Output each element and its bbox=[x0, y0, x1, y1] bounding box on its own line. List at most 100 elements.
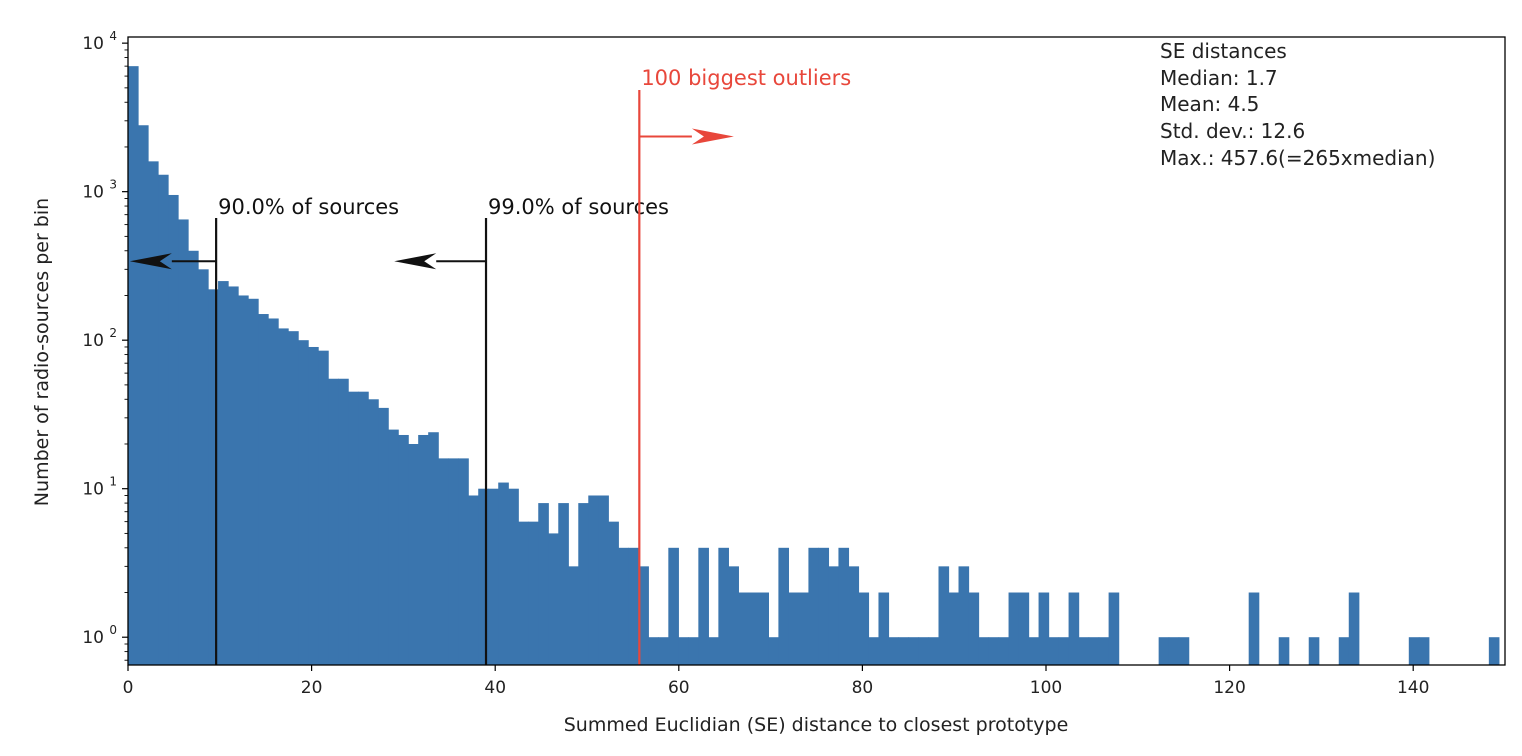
marker-label: 100 biggest outliers bbox=[641, 66, 851, 90]
histogram-bar bbox=[688, 637, 699, 665]
histogram-bar bbox=[128, 66, 139, 665]
histogram-bar bbox=[218, 281, 229, 665]
histogram-bar bbox=[728, 566, 739, 665]
histogram-bar bbox=[1418, 637, 1430, 665]
histogram-bar bbox=[618, 547, 629, 665]
histogram-bar bbox=[868, 637, 880, 665]
histogram-bar bbox=[958, 566, 970, 665]
histogram-bar bbox=[488, 488, 499, 665]
histogram-bar bbox=[338, 378, 349, 665]
histogram-bar bbox=[1098, 637, 1110, 665]
histogram-bar bbox=[228, 286, 239, 665]
stats-median: Median: 1.7 bbox=[1160, 66, 1278, 90]
histogram-bar bbox=[768, 637, 780, 665]
histogram-bar bbox=[268, 318, 279, 665]
histogram-bar bbox=[808, 547, 820, 665]
histogram-bar bbox=[178, 219, 189, 665]
histogram-bar bbox=[558, 503, 569, 665]
histogram-bar bbox=[988, 637, 1000, 665]
histogram-bar bbox=[238, 295, 249, 665]
stats-box: SE distances Median: 1.7 Mean: 4.5 Std. … bbox=[1160, 39, 1435, 170]
histogram-bar bbox=[1108, 592, 1120, 665]
histogram-bar bbox=[998, 637, 1010, 665]
marker-label: 90.0% of sources bbox=[218, 195, 399, 219]
histogram-bar bbox=[898, 637, 910, 665]
histogram-bar bbox=[448, 458, 459, 665]
histogram-bar bbox=[388, 429, 399, 665]
histogram-bar bbox=[918, 637, 930, 665]
histogram-bar bbox=[1088, 637, 1100, 665]
stats-mean: Mean: 4.5 bbox=[1160, 92, 1259, 116]
histogram-bar bbox=[858, 592, 870, 665]
histogram-bar bbox=[848, 566, 860, 665]
x-axis-label: Summed Euclidian (SE) distance to closes… bbox=[564, 714, 1069, 736]
marker-label: 99.0% of sources bbox=[488, 195, 669, 219]
histogram-bar bbox=[748, 592, 759, 665]
histogram-bar bbox=[1158, 637, 1170, 665]
histogram-bar bbox=[528, 521, 539, 665]
histogram-bar bbox=[1308, 637, 1320, 665]
histogram-bar bbox=[588, 495, 599, 665]
histogram-bar bbox=[798, 592, 810, 665]
histogram-bar bbox=[248, 298, 259, 665]
histogram-bar bbox=[1068, 592, 1080, 665]
histogram-bar bbox=[938, 566, 950, 665]
stats-std: Std. dev.: 12.6 bbox=[1160, 119, 1305, 143]
histogram-bar bbox=[1408, 637, 1420, 665]
marker-arrow-head bbox=[394, 253, 437, 270]
marker-lines: 90.0% of sources 99.0% of sources 100 bigg… bbox=[129, 66, 851, 665]
histogram-bar bbox=[788, 592, 800, 665]
histogram-bar bbox=[1058, 637, 1070, 665]
histogram-bar bbox=[718, 547, 729, 665]
histogram-bar bbox=[608, 521, 619, 665]
x-tick-label: 100 bbox=[1030, 678, 1062, 698]
histogram-bar bbox=[168, 194, 179, 665]
histogram-bar bbox=[1028, 637, 1040, 665]
histogram-bar bbox=[1038, 592, 1050, 665]
histogram-bar bbox=[828, 566, 840, 665]
histogram-bar bbox=[368, 399, 379, 665]
histogram-bar bbox=[628, 547, 639, 665]
histogram-bar bbox=[978, 637, 990, 665]
histogram-bar bbox=[568, 566, 579, 665]
histogram-bar bbox=[1178, 637, 1190, 665]
histogram-bar bbox=[1248, 592, 1260, 665]
histogram-bar bbox=[658, 637, 669, 665]
histogram-bar bbox=[538, 503, 549, 665]
histogram-bar bbox=[1018, 592, 1030, 665]
histogram-bar bbox=[638, 566, 649, 665]
histogram-bar bbox=[158, 174, 169, 666]
y-axis: 10 0 10 1 10 2 10 3 10 4 bbox=[82, 29, 128, 661]
histogram-bar bbox=[198, 269, 209, 665]
y-axis-label: Number of radio-sources per bin bbox=[31, 198, 53, 506]
histogram-bar bbox=[678, 637, 689, 665]
histogram-bar bbox=[738, 592, 749, 665]
histogram-bar bbox=[428, 432, 439, 665]
x-tick-label: 140 bbox=[1397, 678, 1429, 698]
histogram-bar bbox=[648, 637, 659, 665]
y-tick-label: 10 bbox=[82, 183, 104, 203]
histogram-bar bbox=[258, 314, 269, 665]
y-tick-label: 10 bbox=[82, 34, 104, 54]
histogram-bar bbox=[358, 391, 369, 665]
histogram-bar bbox=[698, 547, 709, 665]
histogram-bar bbox=[1078, 637, 1090, 665]
y-tick-label: 10 bbox=[82, 331, 104, 351]
histogram-bar bbox=[398, 434, 409, 665]
x-tick-label: 0 bbox=[123, 678, 134, 698]
histogram-bar bbox=[758, 592, 769, 665]
plot-frame bbox=[127, 36, 1506, 666]
x-axis: 0 20 40 60 80 100 120 140 bbox=[123, 665, 1429, 698]
x-tick-label: 40 bbox=[484, 678, 506, 698]
histogram-bar bbox=[1338, 637, 1350, 665]
y-tick-exponent: 0 bbox=[109, 623, 117, 637]
y-tick-exponent: 2 bbox=[109, 326, 117, 340]
histogram-bar bbox=[498, 482, 509, 665]
histogram-bar bbox=[1008, 592, 1020, 665]
histogram-bar bbox=[318, 350, 329, 665]
marker-arrow-head bbox=[691, 128, 734, 145]
histogram-bar bbox=[278, 328, 289, 665]
histogram-bar bbox=[1168, 637, 1180, 665]
histogram-bar bbox=[378, 407, 389, 665]
